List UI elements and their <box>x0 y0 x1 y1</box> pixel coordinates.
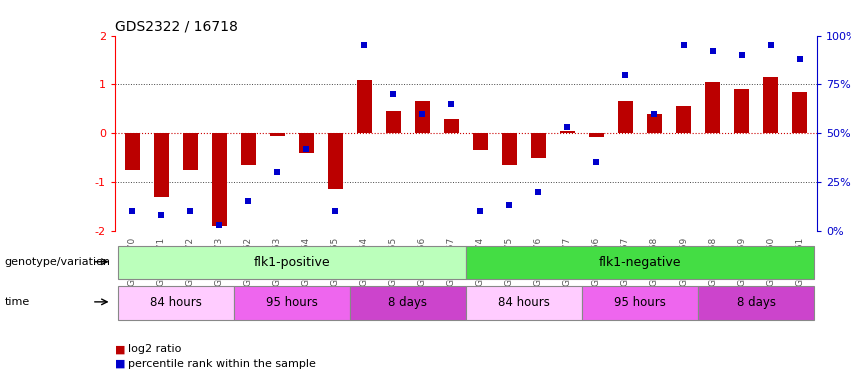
Bar <box>328 133 343 189</box>
Point <box>677 42 690 48</box>
Bar <box>350 286 465 320</box>
Point <box>503 202 517 208</box>
Bar <box>560 131 574 133</box>
Bar <box>117 246 465 279</box>
Point <box>474 208 488 214</box>
Bar <box>465 286 582 320</box>
Bar <box>154 133 168 196</box>
Point <box>793 56 807 62</box>
Bar <box>444 118 459 133</box>
Point <box>415 111 429 117</box>
Point <box>763 42 777 48</box>
Bar <box>698 286 814 320</box>
Point <box>328 208 342 214</box>
Bar <box>270 133 284 136</box>
Bar <box>465 246 814 279</box>
Text: genotype/variation: genotype/variation <box>4 257 111 267</box>
Point <box>648 111 661 117</box>
Point <box>532 189 545 195</box>
Point <box>590 159 603 165</box>
Bar <box>386 111 401 133</box>
Point <box>444 101 458 107</box>
Text: ■: ■ <box>115 345 125 354</box>
Point <box>271 169 284 175</box>
Text: flk1-positive: flk1-positive <box>254 256 330 269</box>
Bar <box>473 133 488 150</box>
Bar <box>705 82 720 133</box>
Point <box>242 198 255 204</box>
Text: 95 hours: 95 hours <box>614 296 666 309</box>
Bar <box>415 102 430 133</box>
Bar <box>117 286 234 320</box>
Bar <box>792 92 807 133</box>
Bar <box>234 286 350 320</box>
Bar <box>763 77 778 133</box>
Bar <box>618 102 633 133</box>
Bar <box>299 133 314 153</box>
Text: percentile rank within the sample: percentile rank within the sample <box>128 359 316 369</box>
Bar <box>241 133 255 165</box>
Bar <box>502 133 517 165</box>
Bar <box>677 106 691 133</box>
Bar <box>648 114 662 133</box>
Text: 84 hours: 84 hours <box>498 296 550 309</box>
Text: 8 days: 8 days <box>736 296 775 309</box>
Point <box>125 208 139 214</box>
Text: log2 ratio: log2 ratio <box>128 345 181 354</box>
Point <box>705 48 719 54</box>
Point <box>155 212 168 218</box>
Bar <box>531 133 545 158</box>
Bar <box>212 133 226 226</box>
Text: 95 hours: 95 hours <box>266 296 317 309</box>
Point <box>300 146 313 152</box>
Point <box>357 42 371 48</box>
Text: GDS2322 / 16718: GDS2322 / 16718 <box>115 19 237 33</box>
Bar <box>125 133 140 170</box>
Text: 8 days: 8 days <box>388 296 427 309</box>
Bar <box>582 286 698 320</box>
Text: time: time <box>4 297 30 307</box>
Point <box>619 72 632 78</box>
Point <box>734 52 748 58</box>
Point <box>213 222 226 228</box>
Bar <box>357 80 372 133</box>
Text: ■: ■ <box>115 359 125 369</box>
Bar <box>589 133 603 137</box>
Point <box>184 208 197 214</box>
Point <box>561 124 574 130</box>
Bar <box>183 133 197 170</box>
Bar <box>734 89 749 133</box>
Point <box>386 91 400 97</box>
Text: flk1-negative: flk1-negative <box>599 256 682 269</box>
Text: 84 hours: 84 hours <box>150 296 202 309</box>
